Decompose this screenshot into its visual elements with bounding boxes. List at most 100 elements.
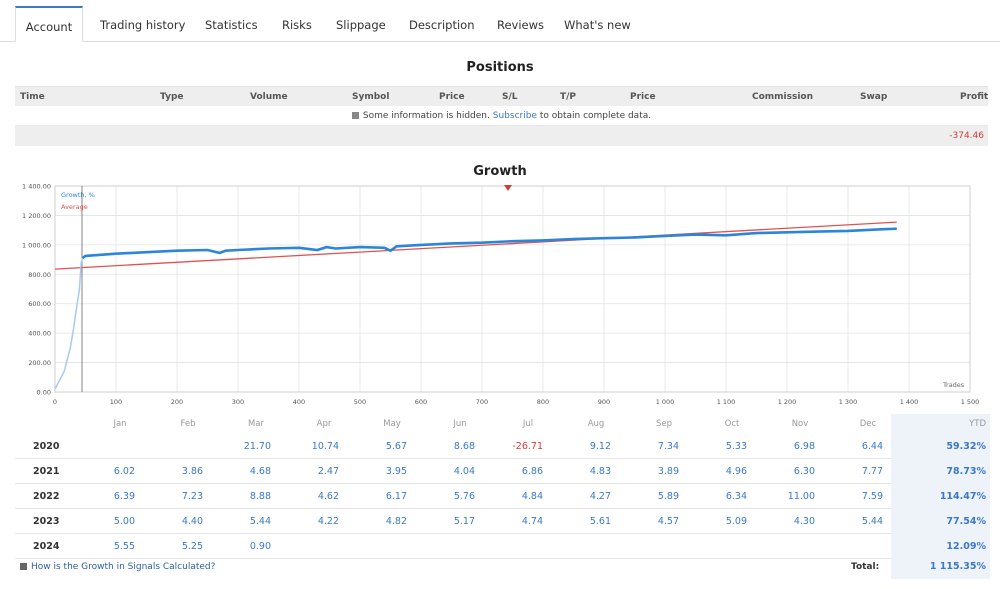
x-tick-label: 900 bbox=[598, 398, 610, 406]
growth-calculation-help-link[interactable]: How is the Growth in Signals Calculated? bbox=[20, 562, 215, 572]
x-axis-label: Trades bbox=[942, 381, 965, 389]
col-price-open: Price bbox=[439, 92, 465, 102]
month-value: 4.30 bbox=[793, 516, 815, 527]
year-label: 2021 bbox=[33, 466, 60, 477]
month-value: 3.86 bbox=[181, 466, 203, 477]
month-value: 0.90 bbox=[249, 541, 271, 552]
ytd-value: 78.73% bbox=[891, 459, 990, 484]
subscribe-link[interactable]: Subscribe bbox=[492, 111, 537, 121]
month-value: 6.44 bbox=[861, 441, 883, 452]
x-tick-label: 400 bbox=[293, 398, 305, 406]
tab-account[interactable]: Account bbox=[15, 6, 83, 42]
month-may: May bbox=[383, 419, 401, 429]
month-value: 5.89 bbox=[657, 491, 679, 502]
month-value: 4.74 bbox=[521, 516, 543, 527]
month-value: 4.40 bbox=[181, 516, 203, 527]
month-value: 5.44 bbox=[861, 516, 883, 527]
positions-table-header: Time Type Volume Symbol Price S/L T/P Pr… bbox=[15, 86, 988, 106]
month-jan: Jan bbox=[113, 419, 127, 429]
x-tick-label: 1 300 bbox=[839, 398, 858, 406]
col-sl: S/L bbox=[502, 92, 518, 102]
year-label: 2023 bbox=[33, 516, 60, 527]
growth-line bbox=[81, 227, 897, 260]
month-value bbox=[561, 534, 611, 559]
month-value bbox=[153, 434, 203, 459]
month-value: 4.96 bbox=[725, 466, 747, 477]
year-label: 2024 bbox=[33, 541, 60, 552]
month-value: 4.62 bbox=[317, 491, 339, 502]
table-row: 2020 21.70 10.74 5.67 8.68 -26.71 9.12 7.34 5.33… bbox=[15, 434, 990, 459]
month-value: 3.95 bbox=[385, 466, 407, 477]
help-link-text[interactable]: How is the Growth in Signals Calculated? bbox=[31, 562, 216, 572]
month-value: 5.25 bbox=[181, 541, 203, 552]
legend-average: Average bbox=[61, 203, 88, 211]
col-price-close: Price bbox=[630, 92, 656, 102]
monthly-header-row: Jan Feb Mar Apr May Jun Jul Aug Sep Oct … bbox=[15, 414, 990, 434]
tab-reviews[interactable]: Reviews bbox=[497, 18, 545, 32]
hidden-info-suffix: to obtain complete data. bbox=[539, 111, 652, 121]
legend-growth: Growth, % bbox=[61, 191, 95, 199]
year-label: 2020 bbox=[33, 441, 60, 452]
y-tick-label: 0.00 bbox=[37, 389, 51, 397]
tab-statistics[interactable]: Statistics bbox=[205, 18, 258, 32]
tab-slippage[interactable]: Slippage bbox=[336, 18, 386, 32]
month-value: 6.34 bbox=[725, 491, 747, 502]
total-value: 1 115.35% bbox=[891, 555, 990, 579]
current-position-marker-icon[interactable] bbox=[504, 185, 512, 191]
month-value: 6.86 bbox=[521, 466, 543, 477]
positions-title: Positions bbox=[466, 60, 534, 75]
tab-risks[interactable]: Risks bbox=[282, 18, 312, 32]
month-value: 8.68 bbox=[453, 441, 475, 452]
y-tick-label: 600.00 bbox=[28, 300, 51, 308]
month-value: 5.17 bbox=[453, 516, 475, 527]
month-value: 5.09 bbox=[725, 516, 747, 527]
month-nov: Nov bbox=[791, 419, 809, 429]
col-volume: Volume bbox=[250, 92, 288, 102]
month-value: 5.61 bbox=[589, 516, 611, 527]
month-value: 4.68 bbox=[249, 466, 271, 477]
tab-description[interactable]: Description bbox=[409, 18, 475, 32]
month-value: 7.23 bbox=[181, 491, 203, 502]
tab-whats-new[interactable]: What's new bbox=[564, 18, 631, 32]
x-tick-label: 0 bbox=[53, 398, 57, 406]
month-value bbox=[493, 534, 543, 559]
plot-frame bbox=[54, 185, 971, 393]
y-tick-label: 800.00 bbox=[28, 271, 51, 279]
month-value: 3.89 bbox=[657, 466, 679, 477]
month-value: 7.77 bbox=[861, 466, 883, 477]
month-oct: Oct bbox=[724, 419, 740, 429]
month-dec: Dec bbox=[859, 419, 877, 429]
month-sep: Sep bbox=[655, 419, 673, 429]
x-tick-label: 200 bbox=[171, 398, 183, 406]
month-value: 5.55 bbox=[113, 541, 135, 552]
month-value: 8.88 bbox=[249, 491, 271, 502]
table-row: 2022 6.39 7.23 8.88 4.62 6.17 5.76 4.84 4.27 5.89… bbox=[15, 484, 990, 509]
x-axis: 0 100 200 300 400 500 600 700 800 900 1 000 1 100 1 … bbox=[53, 398, 979, 406]
table-row: 2024 5.55 5.25 0.90 12.09% bbox=[15, 534, 990, 559]
month-value: 11.00 bbox=[787, 491, 815, 502]
y-axis: 0.00 200.00 400.00 600.00 800.00 1 000.00 1 20… bbox=[22, 183, 51, 397]
month-value: 4.84 bbox=[521, 491, 543, 502]
month-value bbox=[85, 434, 135, 459]
ytd-value: 12.09% bbox=[891, 534, 990, 559]
x-tick-label: 1 200 bbox=[778, 398, 797, 406]
month-value: 6.30 bbox=[793, 466, 815, 477]
tab-trading-history[interactable]: Trading history bbox=[100, 18, 186, 32]
col-symbol: Symbol bbox=[352, 92, 390, 102]
month-value: 21.70 bbox=[243, 441, 271, 452]
month-value: 4.57 bbox=[657, 516, 679, 527]
x-tick-label: 300 bbox=[232, 398, 244, 406]
month-value bbox=[289, 534, 339, 559]
month-value: 6.98 bbox=[793, 441, 815, 452]
growth-chart[interactable]: 0.00 200.00 400.00 600.00 800.00 1 000.00 1 20… bbox=[0, 180, 1000, 410]
table-row: 2023 5.00 4.40 5.44 4.22 4.82 5.17 4.74 5.61 4.57… bbox=[15, 509, 990, 534]
growth-line-initial bbox=[54, 257, 84, 390]
month-value: 6.02 bbox=[113, 466, 135, 477]
y-tick-label: 400.00 bbox=[28, 330, 51, 338]
month-jun: Jun bbox=[453, 419, 467, 429]
ytd-value: 114.47% bbox=[891, 484, 990, 509]
table-row: 2021 6.02 3.86 4.68 2.47 3.95 4.04 6.86 4.83 3.89… bbox=[15, 459, 990, 484]
year-label: 2022 bbox=[33, 491, 60, 502]
month-value bbox=[833, 534, 883, 559]
y-tick-label: 1 000.00 bbox=[22, 241, 51, 249]
